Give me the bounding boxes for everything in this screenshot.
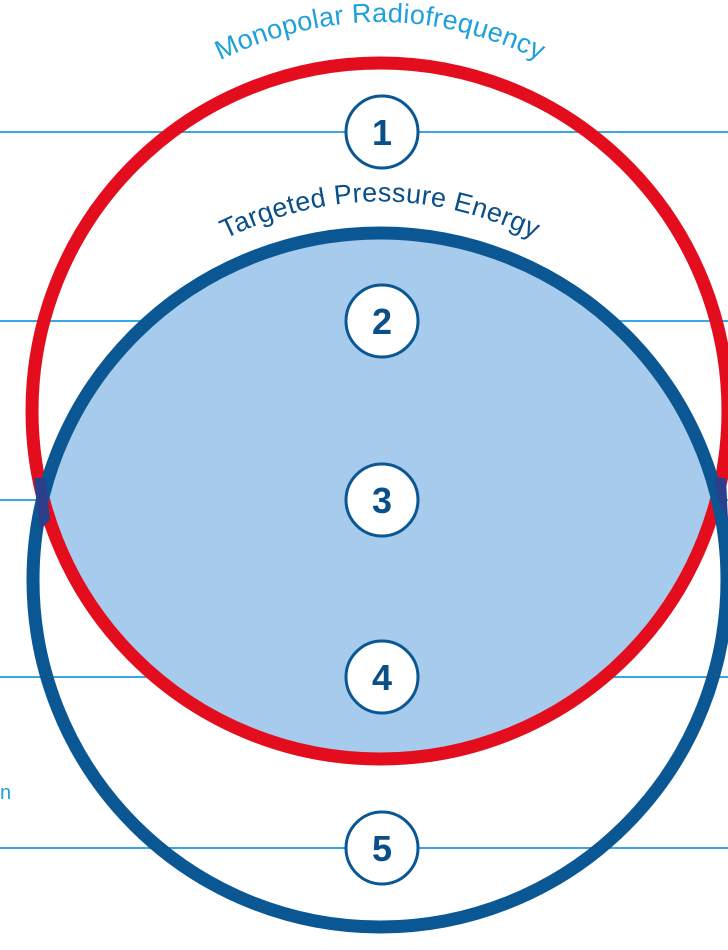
- layer-badge-circle: [344, 810, 420, 886]
- radiofrequency-ring: [25, 56, 728, 766]
- layer-badge-circle: [344, 639, 420, 715]
- pressure-energy-ring: [26, 226, 728, 934]
- layer-badge-circle: [344, 462, 420, 538]
- layer-badge-circle: [344, 283, 420, 359]
- layer-badges: 1 2 3 4 5: [344, 94, 420, 886]
- layer-number: 4: [372, 657, 392, 698]
- layer-badge-circle: [344, 94, 420, 170]
- layer-badge-4: 4: [344, 639, 420, 715]
- truncated-side-text: n: [0, 782, 11, 804]
- layer-number: 2: [372, 301, 392, 342]
- layer-number: 3: [372, 480, 392, 521]
- ring-crossing-left: [34, 478, 50, 530]
- ring-crossing-right: [714, 478, 728, 520]
- layer-badge-5: 5: [344, 810, 420, 886]
- layer-number: 1: [372, 112, 392, 153]
- layer-badge-3: 3: [344, 462, 420, 538]
- layer-badge-1: 1: [344, 94, 420, 170]
- layer-number: 5: [372, 828, 392, 869]
- layer-badge-2: 2: [344, 283, 420, 359]
- radiofrequency-label: Monopolar Radiofrequency: [210, 0, 550, 66]
